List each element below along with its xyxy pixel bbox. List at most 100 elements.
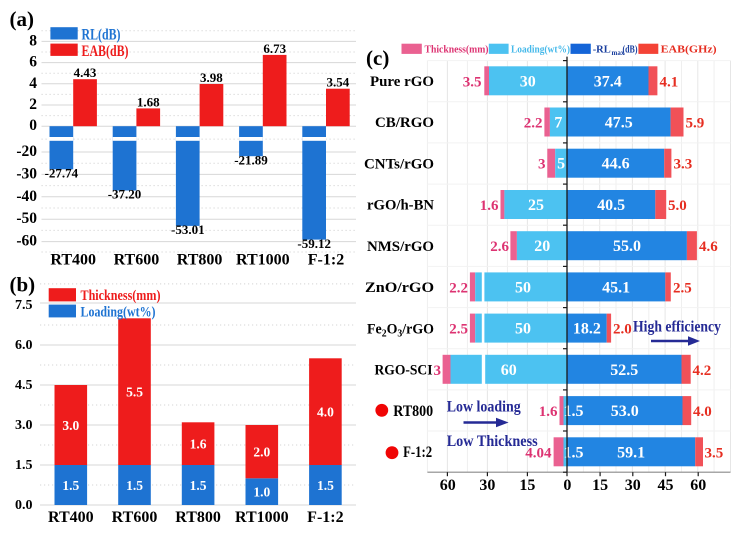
svg-text:50: 50 <box>515 279 531 296</box>
svg-text:-27.74: -27.74 <box>45 166 79 181</box>
svg-text:4.2: 4.2 <box>693 363 712 379</box>
svg-text:6.0: 6.0 <box>15 338 33 353</box>
svg-text:4.5: 4.5 <box>15 378 33 393</box>
svg-text:RT400: RT400 <box>48 509 94 526</box>
svg-text:1.6: 1.6 <box>190 437 207 452</box>
svg-text:(b): (b) <box>10 273 36 297</box>
svg-text:3.98: 3.98 <box>200 70 223 85</box>
svg-text:RT1000: RT1000 <box>235 509 289 526</box>
svg-text:RT1000: RT1000 <box>236 252 290 269</box>
svg-text:1.6: 1.6 <box>480 198 499 214</box>
svg-text:F-1:2: F-1:2 <box>403 444 432 461</box>
svg-text:60: 60 <box>440 477 456 494</box>
svg-text:25: 25 <box>528 197 544 214</box>
svg-text:4: 4 <box>29 75 37 92</box>
svg-text:5.0: 5.0 <box>668 198 687 214</box>
svg-text:RT600: RT600 <box>112 509 158 526</box>
svg-text:1.0: 1.0 <box>253 485 270 500</box>
svg-text:60: 60 <box>501 362 517 379</box>
svg-text:-30: -30 <box>16 165 37 182</box>
svg-text:rGO/h-BN: rGO/h-BN <box>367 198 434 214</box>
svg-text:1.6: 1.6 <box>539 404 558 420</box>
svg-text:NMS/rGO: NMS/rGO <box>367 239 434 255</box>
svg-text:6: 6 <box>29 54 37 71</box>
svg-text:-50: -50 <box>16 210 37 227</box>
svg-text:(c): (c) <box>366 46 389 70</box>
svg-text:20: 20 <box>534 238 550 255</box>
svg-text:1.5: 1.5 <box>62 478 79 493</box>
svg-text:3.0: 3.0 <box>15 418 33 433</box>
svg-text:30: 30 <box>625 477 641 494</box>
svg-text:-21.89: -21.89 <box>234 152 268 167</box>
svg-text:Thickness(mm): Thickness(mm) <box>81 288 161 304</box>
svg-text:Thickness(mm): Thickness(mm) <box>425 44 489 56</box>
svg-text:(dB): (dB) <box>623 44 638 56</box>
svg-text:4.04: 4.04 <box>525 445 552 461</box>
svg-text:18.2: 18.2 <box>573 321 601 338</box>
svg-text:-53.01: -53.01 <box>171 222 205 237</box>
svg-text:52.5: 52.5 <box>610 362 638 379</box>
svg-text:7: 7 <box>554 115 562 132</box>
svg-text:50: 50 <box>515 321 531 338</box>
svg-text:4.0: 4.0 <box>317 405 334 420</box>
svg-text:Loading(wt%): Loading(wt%) <box>511 44 570 56</box>
svg-text:CB/RGO: CB/RGO <box>375 115 434 131</box>
svg-text:1.68: 1.68 <box>137 94 160 109</box>
svg-text:7.5: 7.5 <box>15 298 33 313</box>
svg-text:1.5: 1.5 <box>317 478 334 493</box>
svg-text:-40: -40 <box>16 188 37 205</box>
svg-text:RT800: RT800 <box>175 509 221 526</box>
svg-text:CNTs/rGO: CNTs/rGO <box>364 156 434 172</box>
svg-text:RT800: RT800 <box>393 403 433 420</box>
svg-text:59.1: 59.1 <box>617 444 645 461</box>
svg-text:3: 3 <box>434 363 442 379</box>
svg-text:RGO-SCI: RGO-SCI <box>375 363 433 379</box>
svg-text:EAB(GHz): EAB(GHz) <box>661 44 717 56</box>
svg-text:44.6: 44.6 <box>602 156 630 173</box>
svg-text:45.1: 45.1 <box>602 279 630 296</box>
svg-text:2.5: 2.5 <box>449 322 468 338</box>
svg-text:3.5: 3.5 <box>463 74 482 90</box>
svg-text:1.5: 1.5 <box>564 403 584 420</box>
svg-text:-20: -20 <box>16 143 37 160</box>
svg-text:5.5: 5.5 <box>126 385 143 400</box>
svg-text:Pure rGO: Pure rGO <box>370 74 434 90</box>
svg-text:30: 30 <box>520 73 536 90</box>
svg-text:1.5: 1.5 <box>564 444 584 461</box>
svg-text:2.2: 2.2 <box>524 116 543 132</box>
svg-text:37.4: 37.4 <box>594 73 622 90</box>
svg-text:1.5: 1.5 <box>126 478 143 493</box>
svg-text:max: max <box>612 49 625 57</box>
svg-text:4.43: 4.43 <box>74 65 97 80</box>
svg-text:5: 5 <box>557 156 565 173</box>
svg-text:0.0: 0.0 <box>15 498 33 513</box>
svg-text:1.5: 1.5 <box>15 458 33 473</box>
svg-text:47.5: 47.5 <box>605 115 633 132</box>
svg-text:2.6: 2.6 <box>490 239 509 255</box>
svg-text:55.0: 55.0 <box>613 238 641 255</box>
svg-text:-37.20: -37.20 <box>108 187 142 202</box>
svg-text:RL(dB): RL(dB) <box>82 27 121 44</box>
svg-text:-59.12: -59.12 <box>297 236 331 251</box>
svg-text:-RL: -RL <box>593 44 611 56</box>
svg-text:(a): (a) <box>10 7 35 31</box>
svg-text:RT600: RT600 <box>114 252 160 269</box>
svg-text:RT400: RT400 <box>50 252 96 269</box>
svg-text:60: 60 <box>690 477 706 494</box>
svg-text:3.5: 3.5 <box>705 445 724 461</box>
svg-text:15: 15 <box>592 477 608 494</box>
svg-text:3.3: 3.3 <box>674 157 693 173</box>
svg-text:2.2: 2.2 <box>449 280 468 296</box>
svg-text:5.9: 5.9 <box>686 116 705 132</box>
svg-text:3.54: 3.54 <box>327 75 350 90</box>
svg-text:2.5: 2.5 <box>673 280 692 296</box>
svg-text:3.0: 3.0 <box>62 418 79 433</box>
svg-text:RT800: RT800 <box>177 252 223 269</box>
svg-text:3: 3 <box>538 157 546 173</box>
svg-text:1.5: 1.5 <box>190 478 207 493</box>
svg-text:Loading(wt%): Loading(wt%) <box>81 305 156 321</box>
svg-text:53.0: 53.0 <box>611 403 639 420</box>
svg-text:4.1: 4.1 <box>660 74 679 90</box>
svg-text:2: 2 <box>29 96 37 113</box>
svg-text:15: 15 <box>519 477 535 494</box>
